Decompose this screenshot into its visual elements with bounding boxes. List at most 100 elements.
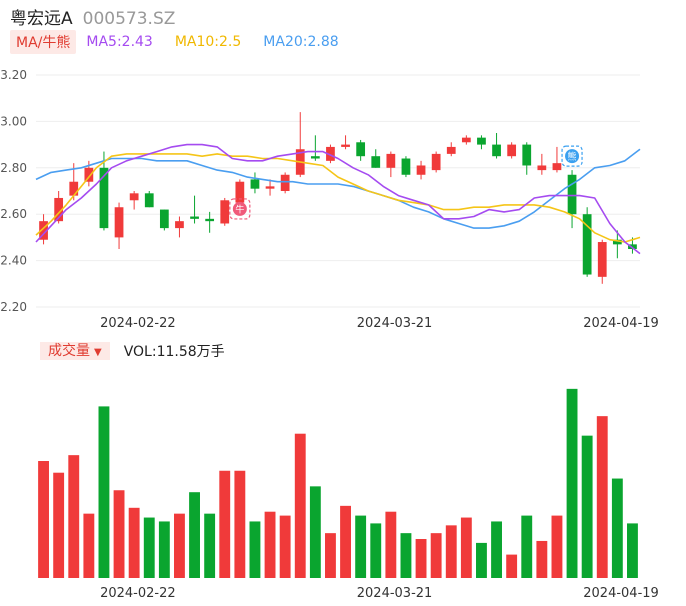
candle-body bbox=[537, 165, 547, 171]
x-date-label: 2024-03-21 bbox=[357, 316, 433, 331]
volume-bar bbox=[536, 540, 548, 578]
bear-marker-badge bbox=[565, 149, 580, 164]
bull-bear-markers: 牛熊 bbox=[229, 145, 583, 220]
candle-body bbox=[280, 174, 290, 191]
volume-bar bbox=[430, 533, 442, 578]
candle-body bbox=[265, 186, 275, 189]
volume-bar bbox=[325, 533, 336, 578]
volume-date-axis: 2024-02-22 2024-03-21 2024-04-19 bbox=[100, 586, 659, 601]
volume-bar bbox=[294, 433, 306, 578]
candle-body bbox=[522, 144, 532, 166]
y-tick-label: 2.60 bbox=[0, 207, 27, 221]
volume-bar bbox=[98, 406, 110, 578]
x-date-label: 2024-03-21 bbox=[357, 586, 433, 601]
ma10-label: MA10:2.5 bbox=[174, 34, 242, 50]
candle-body bbox=[356, 142, 366, 157]
y-tick-label: 2.20 bbox=[0, 300, 27, 314]
volume-bar bbox=[340, 505, 351, 578]
volume-bar bbox=[596, 416, 608, 578]
bear-marker-label: 熊 bbox=[568, 151, 577, 163]
volume-bar bbox=[128, 507, 140, 578]
bull-marker-label: 牛 bbox=[235, 203, 244, 215]
candle-body bbox=[54, 197, 64, 222]
volume-bar bbox=[174, 513, 185, 578]
x-date-label: 2024-02-22 bbox=[100, 316, 176, 331]
y-tick-label: 2.80 bbox=[0, 161, 27, 175]
volume-bar bbox=[445, 525, 457, 578]
volume-indicator-button[interactable]: 成交量 ▼ bbox=[40, 342, 110, 360]
volume-bar bbox=[38, 461, 49, 578]
candle-body bbox=[612, 239, 622, 245]
volume-bar bbox=[234, 470, 246, 578]
volume-bar bbox=[204, 513, 216, 578]
ma-bull-bear-button[interactable]: MA/牛熊 bbox=[10, 30, 77, 54]
caret-down-icon: ▼ bbox=[94, 347, 102, 358]
candle-body bbox=[84, 167, 94, 182]
candle-body bbox=[159, 209, 169, 229]
volume-bar bbox=[309, 486, 321, 578]
bear-marker-frame bbox=[561, 145, 583, 167]
price-axis: 3.20 3.00 2.80 2.60 2.40 2.20 bbox=[0, 68, 27, 314]
volume-bar bbox=[491, 521, 502, 578]
volume-bar bbox=[279, 515, 291, 578]
volume-bar bbox=[264, 511, 276, 578]
volume-bar bbox=[158, 521, 170, 578]
volume-bar bbox=[400, 533, 412, 578]
volume-bar bbox=[249, 521, 261, 578]
volume-bar bbox=[355, 515, 367, 578]
candle-body bbox=[416, 165, 426, 175]
volume-legend: 成交量 ▼ VOL:11.58万手 bbox=[40, 342, 225, 360]
volume-bar bbox=[415, 539, 427, 578]
volume-bar bbox=[370, 523, 382, 578]
volume-bar bbox=[506, 554, 518, 578]
volume-bar bbox=[143, 517, 155, 578]
candle-body bbox=[129, 193, 139, 201]
volume-bar bbox=[68, 455, 80, 578]
candle-body bbox=[250, 179, 260, 189]
candle-body bbox=[175, 221, 184, 229]
bull-marker-badge bbox=[232, 201, 247, 216]
y-tick-label: 3.20 bbox=[0, 68, 27, 82]
candle-body bbox=[190, 216, 199, 219]
candle-body bbox=[401, 158, 411, 175]
moving-average-lines bbox=[35, 143, 641, 255]
volume-bar bbox=[113, 490, 125, 578]
candle-body bbox=[99, 167, 109, 229]
y-tick-label: 3.00 bbox=[0, 114, 27, 128]
candle-body bbox=[492, 144, 501, 157]
volume-bar bbox=[521, 515, 533, 578]
candle-body bbox=[341, 144, 350, 147]
candle-body bbox=[552, 163, 562, 171]
candle-body bbox=[507, 144, 517, 157]
candle-body bbox=[235, 181, 245, 203]
candle-body bbox=[628, 244, 637, 249]
candle-body bbox=[220, 200, 230, 224]
x-date-label: 2024-04-19 bbox=[583, 586, 659, 601]
price-date-axis: 2024-02-22 2024-03-21 2024-04-19 bbox=[100, 316, 659, 331]
volume-bar bbox=[385, 511, 397, 578]
ma5-label: MA5:2.43 bbox=[86, 34, 153, 50]
ma20-label: MA20:2.88 bbox=[263, 34, 339, 50]
candle-body bbox=[326, 146, 335, 161]
candle-body bbox=[39, 221, 48, 240]
volume-bar bbox=[581, 435, 593, 578]
candle-body bbox=[114, 207, 124, 238]
candle-body bbox=[144, 193, 154, 208]
candle-body bbox=[567, 174, 577, 215]
candle-body bbox=[205, 218, 215, 222]
x-date-label: 2024-04-19 bbox=[583, 316, 659, 331]
volume-bar bbox=[53, 472, 65, 578]
volume-bar bbox=[460, 517, 472, 578]
volume-bar bbox=[219, 470, 231, 578]
candle-body bbox=[371, 156, 381, 168]
candle-body bbox=[597, 242, 607, 277]
volume-series bbox=[38, 388, 638, 578]
candle-body bbox=[582, 214, 592, 275]
bull-marker-frame bbox=[229, 198, 251, 220]
candle-body bbox=[69, 181, 79, 196]
candle-body bbox=[310, 156, 320, 159]
candle-body bbox=[386, 153, 396, 168]
volume-bar bbox=[476, 542, 487, 578]
candle-body bbox=[446, 146, 456, 154]
